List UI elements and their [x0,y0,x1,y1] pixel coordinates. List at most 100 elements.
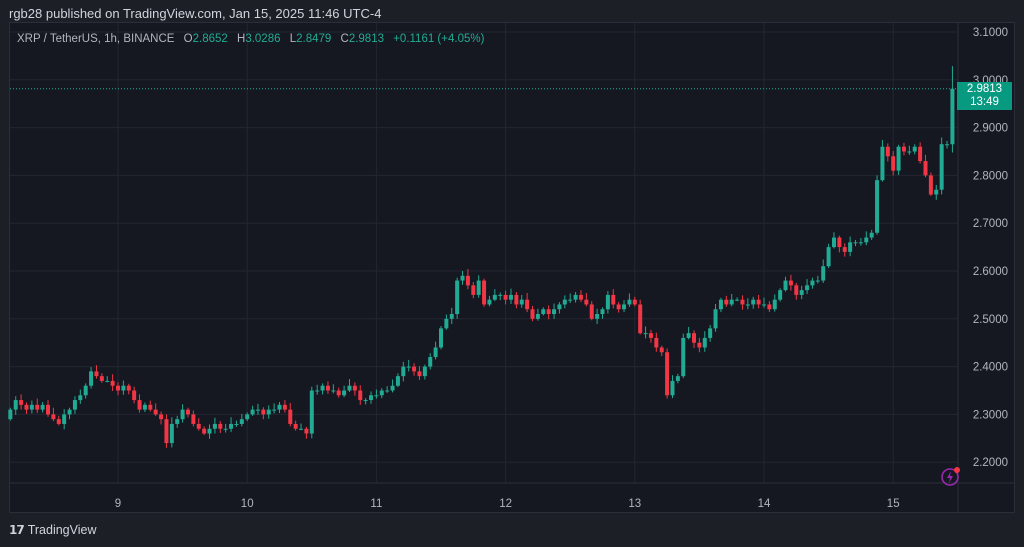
current-price-label: 2.9813 13:49 [957,82,1012,110]
candle-up [896,146,901,171]
candle-up [600,309,605,315]
tradingview-logo-icon: 𝟭𝟳 [9,523,25,537]
candle-up [433,347,438,358]
candle-up [379,390,384,396]
chart-panel[interactable] [9,22,1015,513]
price-tick-label: 2.3000 [973,409,1008,421]
candle-up [299,428,304,430]
candle-up [805,285,810,291]
candle-up [245,414,250,420]
candle-up [670,380,675,396]
time-tick-label: 12 [499,498,512,510]
candle-up [406,366,411,368]
candle-down [632,299,637,305]
candle-up [729,299,734,305]
candle-up [864,237,869,243]
candle-up [272,409,277,411]
candle-up [320,385,325,391]
candle-up [449,314,454,319]
close-value: 2.9813 [348,33,384,45]
candle-up [751,299,756,305]
candle-down [530,309,535,319]
high-label: H [237,33,246,45]
candle-down [482,280,487,305]
candle-up [880,146,885,181]
candle-up [169,423,174,444]
candle-down [336,390,341,396]
price-tick-label: 2.8000 [973,170,1008,182]
candle-up [848,242,853,252]
candle-down [611,294,616,305]
candle-up [627,299,632,305]
candle-down [654,337,659,348]
candle-up [422,366,427,377]
candle-down [94,371,99,377]
candle-up [686,333,691,338]
current-price: 2.9813 [966,83,1003,95]
candle-up [142,404,147,410]
candle-down [191,414,196,424]
candle-up [439,328,443,348]
candle-down [928,175,933,195]
candle-down [56,419,61,424]
candle-up [105,380,110,382]
candle-down [692,333,697,343]
price-tick-label: 2.4000 [973,362,1008,374]
change-value: +0.1161 (+4.05%) [393,33,485,45]
candle-up [745,304,750,306]
candle-down [794,285,799,295]
candle-up [735,299,740,301]
candle-up [223,428,228,430]
candle-up [363,400,368,402]
candle-down [589,304,594,319]
candle-up [562,299,567,305]
candle-up [444,318,449,329]
candle-up [401,366,406,377]
candle-down [99,376,104,381]
low-label: L [289,33,297,45]
candle-up [826,247,831,267]
candle-up [78,395,83,401]
candle-down [546,309,551,315]
bar-countdown: 13:49 [970,96,999,108]
candle-down [616,304,621,310]
candle-down [665,352,670,396]
candle-down [525,299,530,310]
candle-up [713,309,718,329]
candle-up [858,242,863,244]
candle-down [293,423,298,429]
candle-up [869,232,874,238]
candle-up [476,280,481,295]
price-tick-label: 3.1000 [973,27,1008,39]
candle-down [132,390,137,401]
candle-up [783,280,788,291]
candle-up [207,428,212,434]
candle-down [196,423,201,429]
published-caption: rgb28 published on TradingView.com, Jan … [9,6,382,21]
candle-up [708,328,713,338]
candle-down [153,409,158,415]
candle-up [557,304,562,310]
candle-up [939,144,944,190]
candle-down [110,380,115,386]
candle-down [185,409,190,415]
candle-up [315,390,320,392]
tradingview-logo[interactable]: 𝟭𝟳 TradingView [9,523,97,537]
candle-up [821,266,826,281]
candle-down [837,237,842,248]
candle-down [918,146,923,162]
candle-down [584,299,589,305]
high-value: 3.0286 [245,33,281,45]
lightning-alert-icon[interactable] [940,465,962,487]
time-tick-label: 9 [115,498,121,510]
candle-up [912,146,917,152]
price-tick-label: 2.6000 [973,266,1008,278]
brand-name: TradingView [27,523,97,537]
candle-down [352,385,357,391]
candle-up [385,390,390,392]
candle-up [950,88,955,145]
candle-up [778,290,783,300]
candle-up [595,314,600,319]
candle-down [126,385,131,391]
